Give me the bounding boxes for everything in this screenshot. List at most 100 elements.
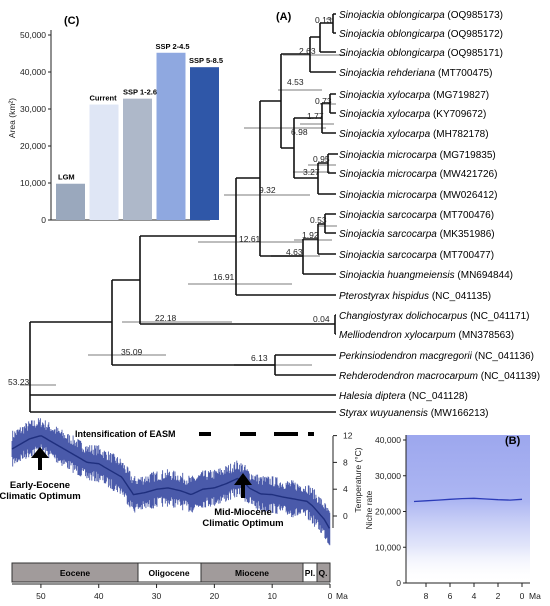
time-tick-label: 40 xyxy=(94,591,104,601)
niche-rate-chart: (B) Niche rate 0 10,000 20,000 30,000 40,000… xyxy=(364,435,541,601)
node-age: 22.18 xyxy=(155,313,177,323)
tip-label: Sinojackia microcarpa (MW026412) xyxy=(339,190,497,201)
niche-x-tick-label: 8 xyxy=(424,591,429,601)
panel-c-label: (C) xyxy=(64,15,80,27)
node-age: 35.09 xyxy=(121,347,143,357)
epoch-quaternary xyxy=(316,562,331,583)
tip-label: Melliodendron xylocarpum (MN378563) xyxy=(339,330,514,341)
niche-y-tick-label: 30,000 xyxy=(375,471,401,481)
bar xyxy=(190,67,219,220)
tip-label: Sinojackia microcarpa (MG719835) xyxy=(339,150,496,161)
bar-label: SSP 2-4.5 xyxy=(156,42,190,51)
time-axis-unit: Ma xyxy=(336,591,348,601)
tip-label: Sinojackia xylocarpa (KY709672) xyxy=(339,109,486,120)
time-tick-label: 50 xyxy=(36,591,46,601)
node-age: 1.92 xyxy=(302,230,319,240)
node-age: 6.98 xyxy=(291,127,308,137)
tip-label: Sinojackia microcarpa (MW421726) xyxy=(339,169,497,180)
tip-label: Changiostyrax dolichocarpus (NC_041171) xyxy=(339,311,529,322)
temperature-axis-label: Temperature (°C) xyxy=(353,447,363,512)
node-age: 0.95 xyxy=(313,154,330,164)
node-age: 12.61 xyxy=(239,234,261,244)
temperature-curve xyxy=(11,418,331,546)
bar xyxy=(56,183,85,220)
tip-label: Sinojackia sarcocarpa (MT700477) xyxy=(339,250,494,261)
hpd-bars xyxy=(20,18,345,386)
tip-label: Sinojackia oblongicarpa (OQ985172) xyxy=(339,29,503,40)
node-age: 16.91 xyxy=(213,272,235,282)
bar xyxy=(123,98,152,220)
niche-rate-line xyxy=(413,497,523,503)
bar-y-tick-label: 20,000 xyxy=(20,141,46,151)
time-tick-label: 20 xyxy=(210,591,220,601)
niche-uncertainty-band xyxy=(406,435,530,583)
epoch-label: Eocene xyxy=(60,568,91,578)
mid-miocene-arrow-icon xyxy=(234,473,252,498)
node-ages: 0.13 2.63 4.53 0.73 1.77 6.98 0.95 3.27 … xyxy=(8,15,332,387)
bar xyxy=(156,52,186,221)
node-age: 0.73 xyxy=(315,96,332,106)
bar-label: SSP 1-2.6 xyxy=(123,88,157,97)
node-age: 1.77 xyxy=(307,111,324,121)
tip-label: Pterostyrax hispidus (NC_041135) xyxy=(339,291,491,302)
epoch-label: Oligocene xyxy=(148,568,189,578)
panel-b-label: (B) xyxy=(505,435,521,447)
bars: LGM Current SSP 1-2.6 SSP 2-4.5 SSP 5-8.5 xyxy=(56,42,223,221)
mid-miocene-label-2: Climatic Optimum xyxy=(202,518,283,529)
bar-label: Current xyxy=(90,94,118,103)
niche-x-unit: Ma xyxy=(529,591,541,601)
tree-branches xyxy=(29,13,338,413)
epoch-timescale: Eocene Oligocene Miocene Pl. Q. xyxy=(11,562,331,583)
time-ticks: 50 40 30 20 10 0 xyxy=(36,584,333,601)
niche-x-tick-label: 6 xyxy=(448,591,453,601)
easm-label: Intensification of EASM xyxy=(75,429,176,439)
niche-x-tick-label: 0 xyxy=(520,591,525,601)
niche-y-tick-label: 10,000 xyxy=(375,542,401,552)
phylogeny-panel: (A) 0.13 2.63 4.53 xyxy=(8,10,540,419)
tip-label: Halesia diptera (NC_041128) xyxy=(339,391,468,402)
tip-label: Perkinsiodendron macgregorii (NC_041136) xyxy=(339,351,534,362)
bar-y-ticks: 0 10,000 20,000 30,000 40,000 50,000 xyxy=(20,30,51,225)
niche-y-tick-label: 20,000 xyxy=(375,507,401,517)
node-age: 0.53 xyxy=(310,215,327,225)
niche-x-ticks: 8 6 4 2 0 xyxy=(424,583,525,601)
time-tick-label: 0 xyxy=(328,591,333,601)
bar-y-axis-label: Area (km²) xyxy=(7,98,17,138)
bar xyxy=(89,104,119,220)
temperature-tick-label: 8 xyxy=(343,457,348,467)
niche-y-axis-label: Niche rate xyxy=(364,490,374,529)
panel-a-label: (A) xyxy=(276,11,292,23)
temperature-tick-label: 0 xyxy=(343,511,348,521)
area-bar-chart: (C) Area (km²) 0 10,000 20,000 30,000 40,000… xyxy=(7,14,223,226)
time-tick-label: 10 xyxy=(267,591,277,601)
tip-label: Rehderodendron macrocarpum (NC_041139) xyxy=(339,371,540,382)
bar-label: LGM xyxy=(58,173,75,182)
node-age: 0.13 xyxy=(315,15,332,25)
niche-y-tick-label: 0 xyxy=(396,578,401,588)
bar-y-tick-label: 50,000 xyxy=(20,30,46,40)
niche-y-tick-label: 40,000 xyxy=(375,435,401,445)
node-age: 3.27 xyxy=(303,167,320,177)
epoch-label: Pl. xyxy=(305,568,315,578)
tip-label: Sinojackia xylocarpa (MG719827) xyxy=(339,90,489,101)
epoch-label: Q. xyxy=(319,568,328,578)
niche-x-tick-label: 4 xyxy=(472,591,477,601)
tip-label: Sinojackia oblongicarpa (OQ985171) xyxy=(339,48,503,59)
node-age: 4.53 xyxy=(287,77,304,87)
mid-miocene-label-1: Mid-Miocene xyxy=(214,507,272,518)
climate-panel: Intensification of EASM 0 4 8 12 Temperatur… xyxy=(0,418,363,601)
early-eocene-label-2: Climatic Optimum xyxy=(0,491,81,502)
bar-y-tick-label: 40,000 xyxy=(20,67,46,77)
tip-labels: Sinojackia oblongicarpa (OQ985173) Sinoj… xyxy=(339,10,540,419)
temperature-tick-label: 4 xyxy=(343,484,348,494)
node-age: 53.23 xyxy=(8,377,30,387)
tip-label: Sinojackia xylocarpa (MH782178) xyxy=(339,129,489,140)
niche-y-ticks: 0 10,000 20,000 30,000 40,000 xyxy=(375,435,406,588)
node-age: 0.04 xyxy=(313,314,330,324)
temperature-mean-line xyxy=(11,435,331,529)
tip-label: Styrax wuyuanensis (MW166213) xyxy=(339,408,489,419)
node-age: 4.63 xyxy=(286,247,303,257)
tip-label: Sinojackia rehderiana (MT700475) xyxy=(339,68,492,79)
tip-label: Sinojackia oblongicarpa (OQ985173) xyxy=(339,10,503,21)
